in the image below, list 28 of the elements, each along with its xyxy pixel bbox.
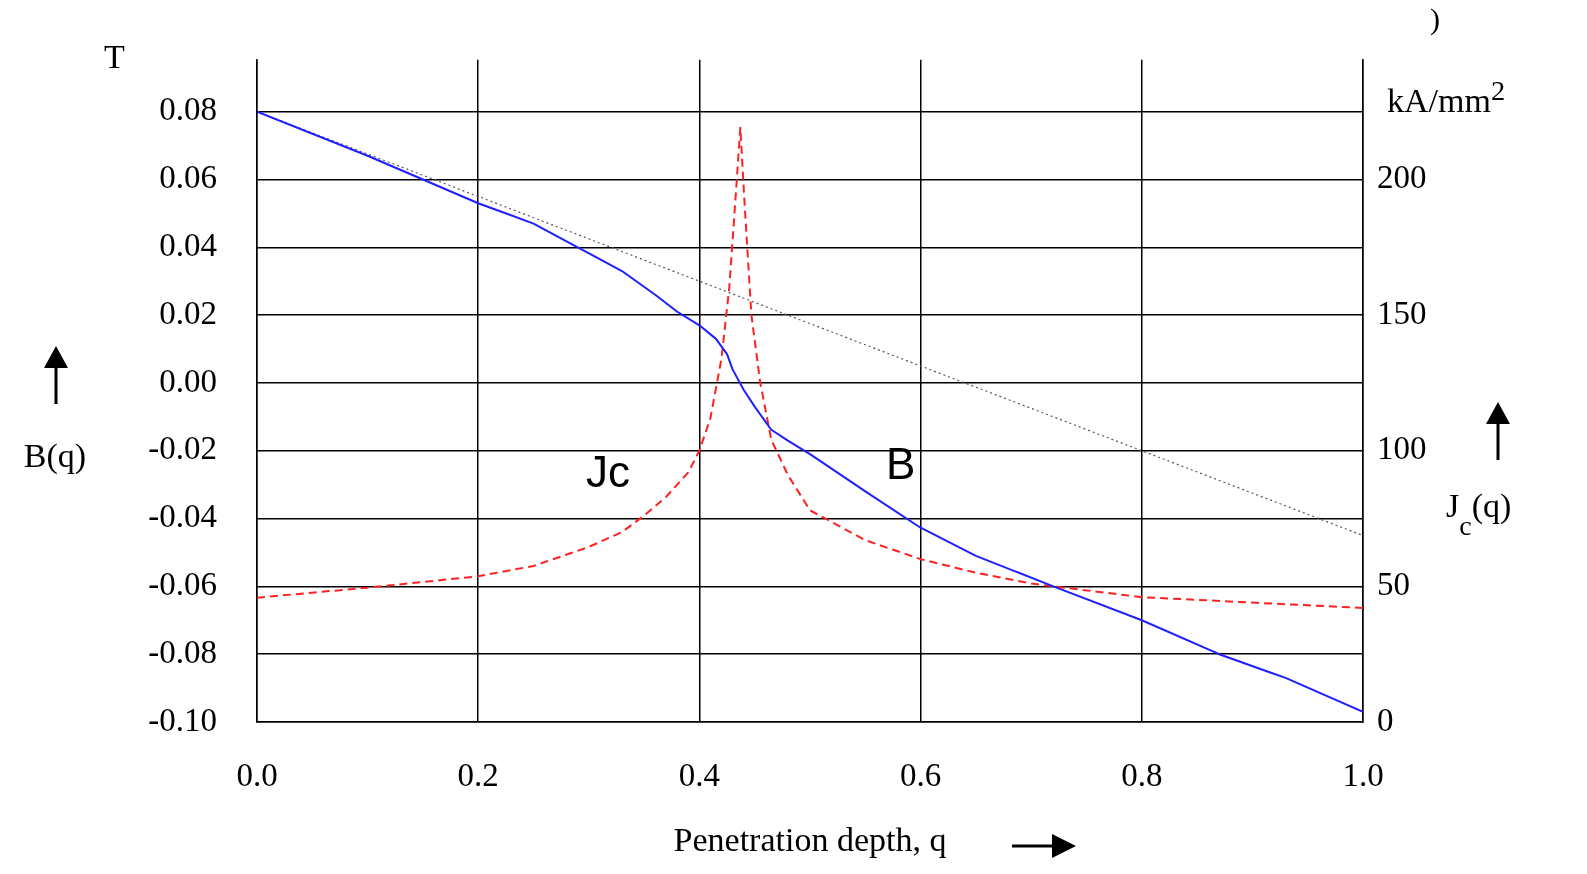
line-series [257,126,1363,610]
x-tick-label: 0.4 [678,757,721,794]
y2-tick-label: 50 [1377,565,1410,602]
y-tick-label: -0.10 [148,701,217,738]
y2-tick-label: 100 [1377,430,1427,467]
y-axis-title: B(q) [23,436,87,475]
text: ) [1430,2,1440,35]
y-tick-label: 0.00 [159,362,217,399]
y2-tick-label: 150 [1377,294,1427,331]
y-tick-label: 0.02 [159,294,217,331]
text: kA/mm$^{2}$ [1387,75,1506,120]
y-tick-label: -0.06 [148,566,217,603]
x-tick-label: 0.2 [457,757,499,794]
x-tick-label: 1.0 [1342,757,1384,794]
x-axis-title: Penetration depth, q [673,820,947,858]
y-tick-label: -0.08 [148,633,217,670]
x-tick-label: 0.8 [1121,757,1163,794]
text: T [104,38,125,76]
x-tick-label: 0.0 [236,757,278,794]
x-tick-label: 0.6 [899,757,942,794]
y2-tick-label: 0 [1377,701,1394,738]
y-tick-label: 0.04 [159,226,217,263]
y-tick-label: 0.06 [159,159,217,196]
y-tick-label: 0.08 [159,91,217,128]
y-tick-label: -0.02 [148,430,217,467]
annotation: Jc [586,447,630,497]
y2-tick-label: 200 [1377,158,1427,195]
y-tick-label: -0.04 [148,498,217,535]
